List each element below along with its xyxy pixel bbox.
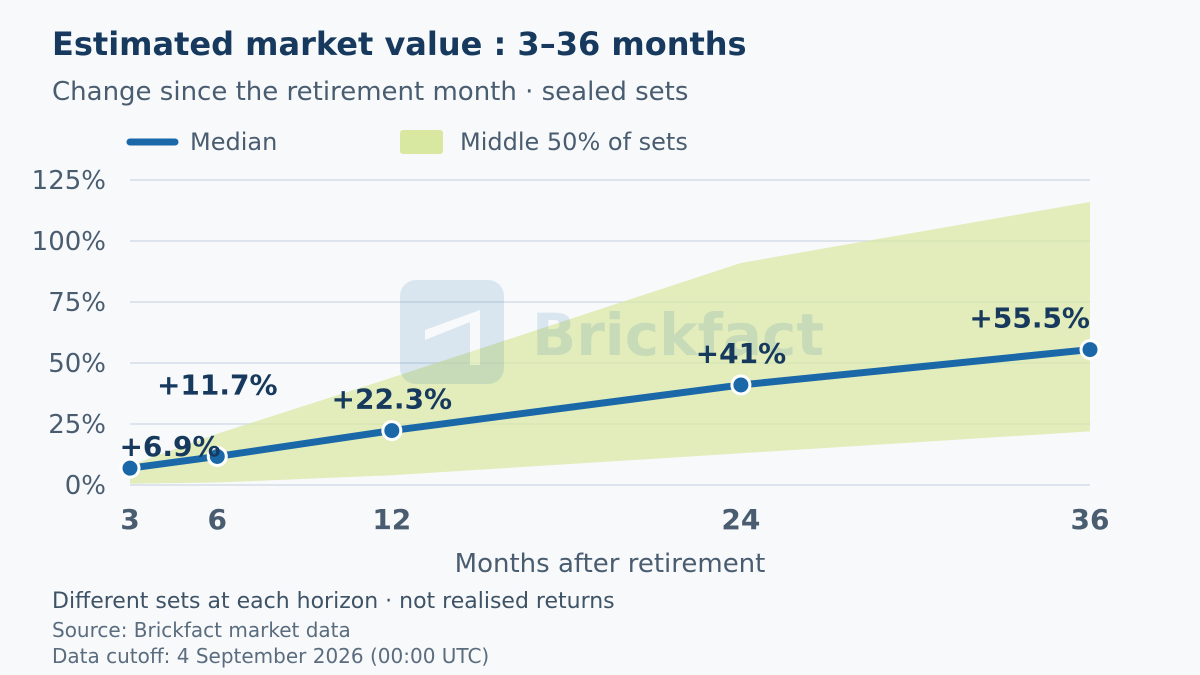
median-point	[119, 457, 141, 479]
data-label: +41%	[696, 337, 786, 370]
data-label: +55.5%	[969, 302, 1090, 335]
footnote: Different sets at each horizon · not rea…	[52, 589, 615, 614]
y-axis-ticks: 0% 25% 50% 75% 100% 125%	[32, 166, 106, 501]
watermark-wordmark: Brickfact	[532, 301, 824, 369]
chart-title: Estimated market value : 3–36 months	[52, 25, 747, 63]
x-tick-label: 36	[1071, 503, 1110, 536]
data-label: +6.9%	[119, 430, 220, 463]
watermark-logo-mark	[425, 310, 480, 365]
x-tick-label: 24	[721, 503, 760, 536]
legend-band-label: Middle 50% of sets	[460, 128, 688, 156]
x-tick-label: 12	[372, 503, 411, 536]
legend-median-label: Median	[190, 128, 277, 156]
watermark: Brickfact	[400, 280, 824, 384]
median-points	[119, 339, 1101, 479]
y-tick-label: 125%	[32, 166, 106, 196]
y-tick-label: 25%	[48, 410, 106, 440]
x-tick-label: 3	[120, 503, 139, 536]
source-line: Source: Brickfact market data	[52, 618, 351, 642]
median-point	[381, 420, 403, 442]
median-point	[206, 445, 228, 467]
cutoff-line: Data cutoff: 4 September 2026 (00:00 UTC…	[52, 644, 489, 668]
y-tick-label: 100%	[32, 227, 106, 257]
y-tick-label: 0%	[65, 471, 106, 501]
median-point	[1079, 339, 1101, 361]
data-labels: +6.9% +11.7% +22.3% +41% +55.5%	[119, 302, 1090, 464]
data-label: +11.7%	[157, 368, 278, 401]
x-axis-label: Months after retirement	[455, 549, 766, 579]
chart-subtitle: Change since the retirement month · seal…	[52, 77, 688, 107]
median-point	[730, 374, 752, 396]
middle-50-band	[130, 201, 1090, 484]
data-label: +22.3%	[332, 383, 453, 416]
watermark-logo	[400, 280, 504, 384]
x-axis-ticks: 3 6 12 24 36	[120, 503, 1109, 536]
x-tick-label: 6	[208, 503, 227, 536]
legend-band-swatch	[400, 130, 443, 154]
legend: Median Middle 50% of sets	[126, 128, 688, 156]
y-tick-label: 50%	[48, 349, 106, 379]
band-layer	[130, 201, 1090, 484]
y-tick-label: 75%	[48, 288, 106, 318]
